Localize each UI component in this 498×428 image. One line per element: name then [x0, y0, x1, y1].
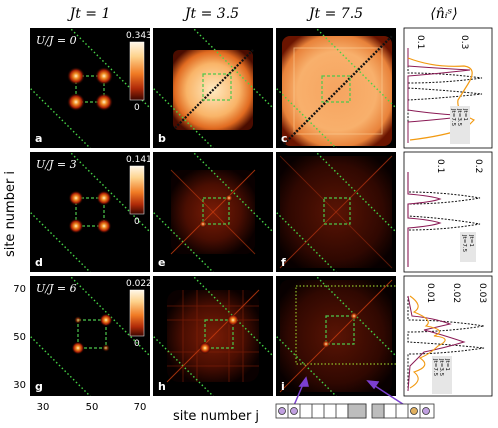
profile-2-tick-1: 0.2 [473, 159, 483, 173]
profile-1-legend: Jt=1 Jt=3.5 Jt=7.5 [450, 106, 470, 144]
legend-jt35: Jt=3.5 [438, 358, 444, 377]
panel-e: e [153, 152, 273, 272]
profile-2-series-jt75 [407, 172, 442, 267]
colorbar-2 [129, 165, 145, 215]
profile-1-series-jt35 [407, 48, 471, 143]
x-tick-70: 70 [134, 402, 147, 413]
x-axis-label: site number j [173, 409, 259, 424]
y-tick-70: 70 [13, 284, 26, 295]
profile-3-tick-0: 0.01 [425, 283, 435, 303]
x-tick-50: 50 [86, 402, 99, 413]
panel-letter-i: i [281, 380, 285, 393]
row-label-2: U/J = 3 [36, 158, 77, 171]
legend-jt1: Jt=1 [444, 358, 450, 371]
profile-2-tick-0: 0.1 [435, 159, 445, 173]
colorbar-1-max: 0.343 [126, 31, 152, 41]
profile-panel-3: 0.01 0.02 0.03 Jt=1 Jt=3.5 Jt=7.5 [403, 275, 493, 397]
panel-letter-d: d [35, 256, 43, 269]
legend-jt75: Jt=7.5 [432, 358, 438, 377]
profile-2-legend: Jt=1 Jt=7.5 [460, 232, 476, 262]
panel-letter-a: a [35, 132, 42, 145]
panel-letter-b: b [158, 132, 166, 145]
chain-schematic-left [275, 403, 367, 419]
column-title-3: Jt = 7.5 [306, 6, 363, 22]
particle-icon [422, 407, 430, 415]
row-label-3: U/J = 6 [36, 282, 77, 295]
panel-b: b [153, 28, 273, 148]
profile-3-series-jt75 [409, 295, 446, 389]
panel-letter-f: f [281, 256, 286, 269]
legend-jt75: Jt=7.5 [450, 108, 456, 127]
y-axis-label: site number i [3, 171, 18, 257]
colorbar-2-min: 0 [134, 217, 140, 227]
panel-d: U/J = 3 d 0.141 0 [30, 152, 152, 272]
panel-c: c [276, 28, 396, 148]
panel-i: i [276, 276, 396, 396]
legend-jt1: Jt=1 [462, 108, 468, 121]
profile-panel-2: 0.1 0.2 Jt=1 Jt=7.5 [403, 151, 493, 273]
panel-letter-g: g [35, 380, 43, 393]
colorbar-3 [129, 289, 145, 337]
profile-3-tick-2: 0.03 [477, 283, 487, 303]
particle-icon [290, 407, 298, 415]
y-tick-30: 30 [13, 380, 26, 391]
panel-letter-c: c [281, 132, 288, 145]
x-tick-30: 30 [37, 402, 50, 413]
profile-1-tick-1: 0.3 [459, 35, 469, 49]
colorbar-1 [129, 41, 145, 101]
column-title-2: Jt = 3.5 [182, 6, 239, 22]
column-title-1: Jt = 1 [67, 6, 111, 22]
colorbar-1-min: 0 [134, 103, 140, 113]
profile-panel-1: 0.1 0.3 Jt=1 Jt=3.5 Jt=7.5 [403, 27, 493, 149]
colorbar-3-min: 0 [134, 339, 140, 349]
panel-a: U/J = 0 a 0.343 0 [30, 28, 152, 148]
panel-letter-h: h [158, 380, 166, 393]
particle-icon [410, 407, 418, 415]
colorbar-2-max: 0.141 [126, 155, 152, 165]
legend-jt35: Jt=3.5 [456, 108, 462, 127]
column-title-4: ⟨n̂ᵢˢ⟩ [430, 6, 457, 22]
panel-letter-e: e [158, 256, 165, 269]
colorbar-3-max: 0.022 [126, 279, 152, 289]
profile-3-series-jt35 [407, 295, 466, 392]
panel-f: f [276, 152, 396, 272]
profile-1-tick-0: 0.1 [415, 35, 425, 49]
y-tick-50: 50 [13, 332, 26, 343]
panel-h: h [153, 276, 273, 396]
legend-jt1: Jt=1 [468, 234, 474, 247]
chain-schematic-right [371, 403, 435, 419]
row-label-1: U/J = 0 [36, 34, 77, 47]
profile-2-series-jt1 [407, 172, 481, 267]
panel-g: U/J = 6 g 0.022 0 [30, 276, 152, 396]
particle-icon [278, 407, 286, 415]
profile-3-tick-1: 0.02 [451, 283, 461, 303]
profile-3-legend: Jt=1 Jt=3.5 Jt=7.5 [432, 356, 452, 394]
legend-jt75: Jt=7.5 [461, 234, 467, 253]
